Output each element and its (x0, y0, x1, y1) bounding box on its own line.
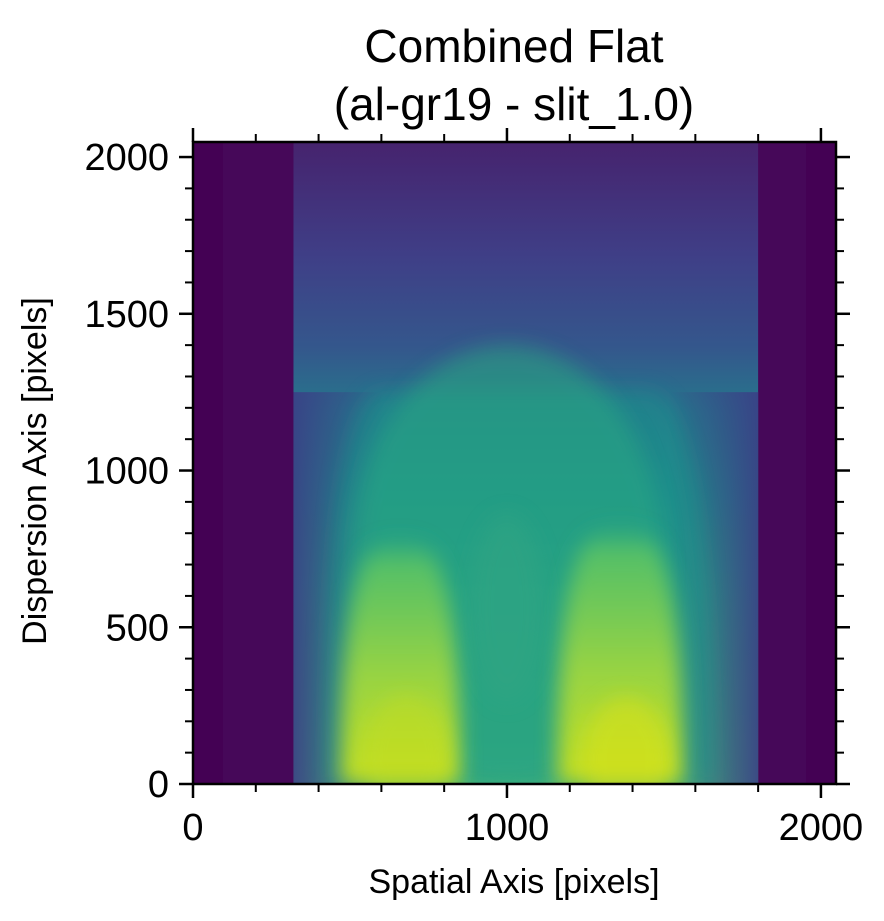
y-tick-label: 1500 (84, 294, 169, 336)
y-tick-label: 0 (148, 764, 169, 806)
x-tick-label: 1000 (465, 807, 550, 849)
y-axis-label: Dispersion Axis [pixels] (16, 297, 54, 645)
heatmap-image (193, 142, 836, 784)
y-tick-label: 2000 (84, 137, 169, 179)
x-tick-label: 0 (182, 807, 203, 849)
right-dark-strip (758, 142, 806, 784)
central-dip (469, 514, 545, 703)
y-tick-label: 1000 (84, 451, 169, 493)
y-tick-label: 500 (106, 607, 169, 649)
chart-title-line-1: Combined Flat (364, 20, 663, 72)
right-peak-glow (582, 696, 671, 784)
x-axis-label: Spatial Axis [pixels] (368, 863, 659, 901)
x-tick-label: 2000 (779, 807, 864, 849)
chart-title-line-2: (al-gr19 - slit_1.0) (334, 78, 694, 130)
plot-frame (191, 140, 838, 786)
plot-axes: 0 1000 2000 0 500 1000 1500 2000 (84, 128, 863, 849)
left-dark-strip (223, 142, 294, 784)
left-peak-glow (362, 693, 451, 784)
